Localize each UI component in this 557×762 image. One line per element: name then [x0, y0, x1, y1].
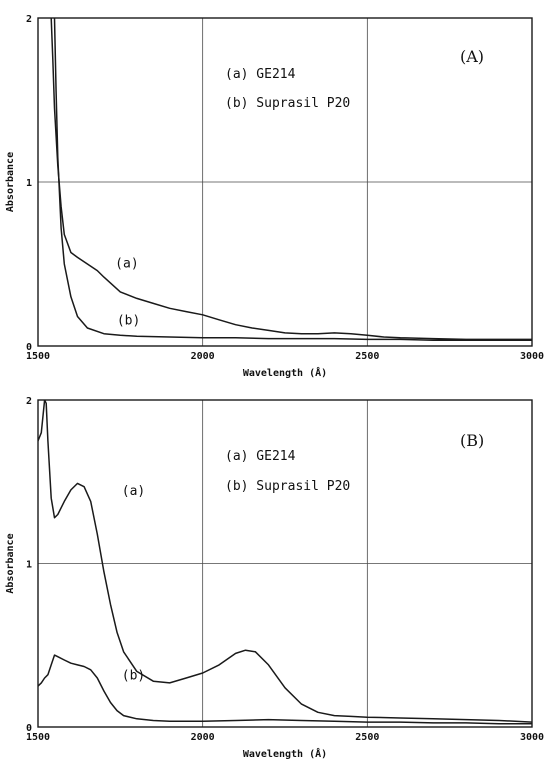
- legend-entry: (b) Suprasil P20: [225, 96, 350, 111]
- x-tick-label: 2500: [355, 351, 379, 362]
- panel-a: 1500 2000 2500 3000 0 1 2 Wavelength (Å) Absorba…: [5, 14, 544, 379]
- x-tick-label: 2500: [355, 732, 379, 743]
- x-tick-label: 3000: [520, 732, 544, 743]
- plot-frame: [37, 17, 533, 347]
- y-tick-label: 0: [26, 342, 32, 353]
- x-tick-label: 1500: [26, 351, 50, 362]
- legend-entry: (b) Suprasil P20: [225, 479, 350, 494]
- series-line-a: [50, 18, 532, 341]
- curve-label: (b): [117, 314, 140, 329]
- x-tick-label: 3000: [520, 351, 544, 362]
- x-tick-label: 2000: [191, 732, 215, 743]
- x-axis-label: Wavelength (Å): [243, 747, 327, 760]
- series-line-b: [53, 18, 532, 342]
- curve-label: (a): [122, 484, 145, 499]
- y-tick-label: 0: [26, 723, 32, 734]
- panel-b: 1500 2000 2500 3000 0 1 2 Wavelength (Å) Absorba…: [5, 396, 544, 760]
- y-axis-label: Absorbance: [5, 533, 16, 593]
- panel-label: (A): [460, 47, 484, 66]
- x-tick-label: 2000: [191, 351, 215, 362]
- y-tick-label: 2: [26, 396, 32, 407]
- x-axis-label: Wavelength (Å): [243, 366, 327, 379]
- curve-label: (b): [122, 669, 145, 684]
- y-tick-label: 1: [26, 178, 32, 189]
- plot-frame: [37, 399, 533, 728]
- legend-entry: (a) GE214: [225, 449, 296, 464]
- y-axis-label: Absorbance: [5, 152, 16, 212]
- series-line-b: [38, 654, 532, 725]
- series-line-a: [38, 400, 532, 723]
- legend-entry: (a) GE214: [225, 67, 296, 82]
- y-tick-label: 1: [26, 560, 32, 571]
- x-tick-label: 1500: [26, 732, 50, 743]
- panel-label: (B): [460, 431, 484, 450]
- curve-label: (a): [115, 256, 138, 271]
- y-tick-label: 2: [26, 14, 32, 25]
